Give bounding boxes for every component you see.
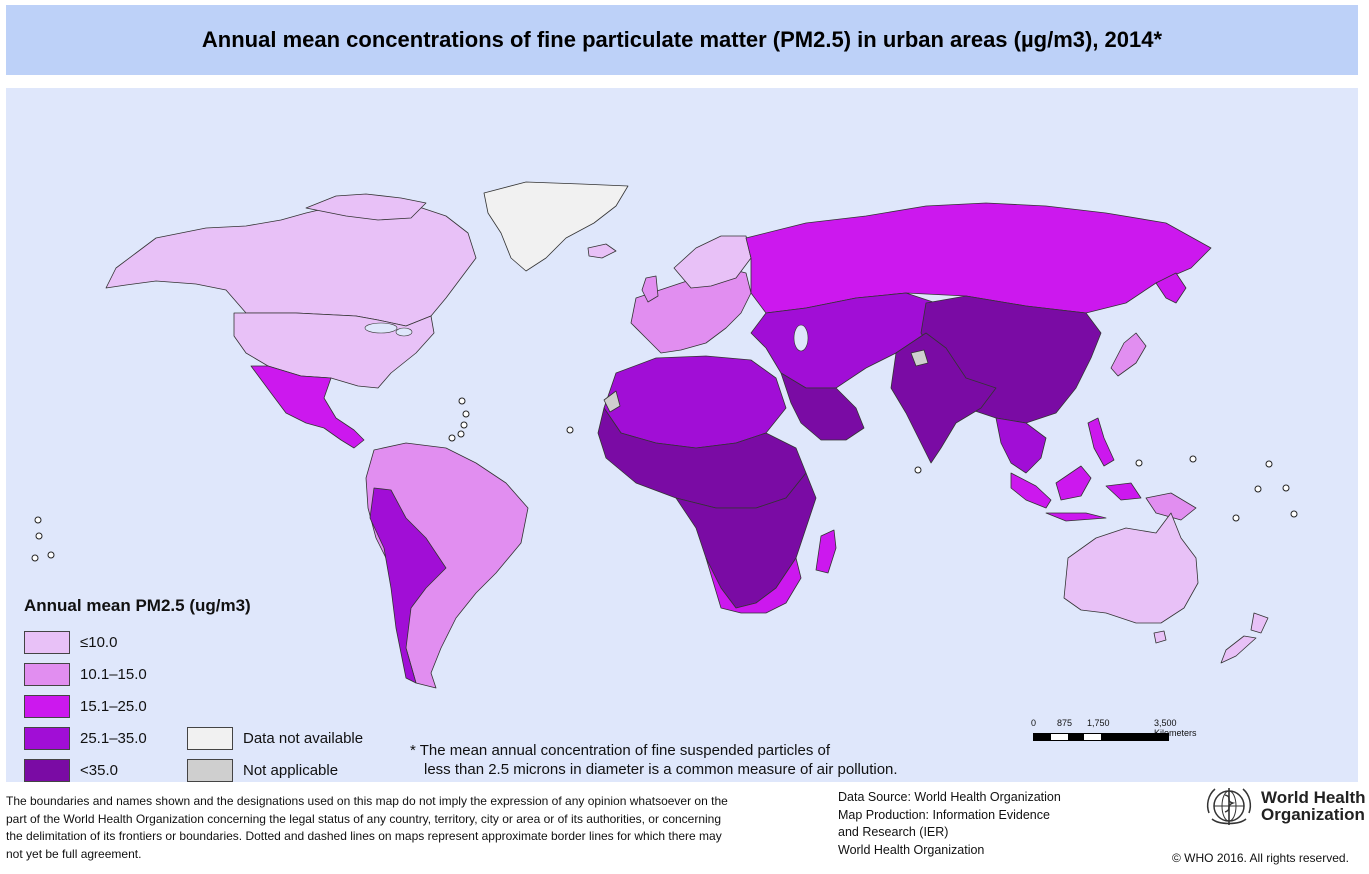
great-lakes-east	[395, 327, 413, 337]
legend-swatch	[24, 758, 70, 782]
legend-label: <35.0	[80, 761, 118, 779]
region-tasmania	[1153, 630, 1167, 644]
source-line: World Health Organization	[838, 842, 985, 857]
legend-item: 15.1–25.0	[24, 690, 251, 722]
legend-label: ≤10.0	[80, 633, 118, 651]
region-andes	[369, 487, 447, 684]
island-marker	[35, 532, 43, 540]
footnote: * The mean annual concentration of fine …	[410, 741, 898, 779]
legend-label: 25.1–35.0	[80, 729, 147, 747]
copyright: © WHO 2016. All rights reserved.	[1172, 851, 1349, 865]
region-western-sahara	[603, 390, 621, 413]
legend-swatch	[187, 758, 233, 782]
region-kashmir	[910, 349, 929, 367]
island-marker	[448, 434, 456, 442]
scale-segment	[1067, 734, 1085, 740]
source-line: Map Production: Information Evidence	[838, 807, 1050, 822]
region-arctic-islands	[305, 193, 427, 221]
island-marker	[1135, 459, 1143, 467]
island-marker	[1254, 485, 1262, 493]
island-marker	[566, 426, 574, 434]
legend-title: Annual mean PM2.5 (ug/m3)	[24, 596, 251, 615]
island-marker	[31, 554, 39, 562]
legend-swatch	[187, 726, 233, 750]
region-se-asia	[995, 417, 1047, 474]
region-canada	[105, 200, 477, 327]
island-marker	[457, 430, 465, 438]
region-kamchatka	[1155, 272, 1187, 304]
region-mexico	[250, 365, 365, 449]
island-marker	[1290, 510, 1298, 518]
region-iceland	[587, 243, 617, 259]
legend-item: 25.1–35.0	[24, 722, 251, 754]
island-marker	[34, 516, 42, 524]
scale-segment	[1050, 734, 1068, 740]
region-central-asia	[750, 292, 937, 389]
legend-extra: Data not available Not applicable	[187, 722, 363, 786]
island-marker	[460, 421, 468, 429]
world-map	[31, 181, 1298, 689]
who-logo: World Health Organization	[1203, 783, 1366, 829]
source-line: and Research (IER)	[838, 825, 949, 839]
island-marker	[458, 397, 466, 405]
legend-label: 15.1–25.0	[80, 697, 147, 715]
who-wordmark: World Health Organization	[1261, 789, 1366, 823]
legend-swatch	[24, 662, 70, 686]
map-frame	[6, 88, 1358, 782]
legend-item: 10.1–15.0	[24, 658, 251, 690]
who-wordmark-line: Organization	[1261, 805, 1365, 824]
source-line: Data Source: World Health Organization	[838, 790, 1061, 804]
map-title: Annual mean concentrations of fine parti…	[201, 27, 1163, 52]
legend-label: Not applicable	[243, 761, 339, 779]
island-marker	[462, 410, 470, 418]
legend-swatch	[24, 694, 70, 718]
caspian-sea	[793, 324, 809, 352]
who-wordmark-line: World Health	[1261, 788, 1366, 807]
who-emblem-icon	[1206, 788, 1252, 825]
legend-item-not-applicable: Not applicable	[187, 754, 363, 786]
scale-segment	[1084, 734, 1101, 740]
legend-item-no-data: Data not available	[187, 722, 363, 754]
region-australia	[1063, 512, 1199, 624]
legend-label: 10.1–15.0	[80, 665, 147, 683]
region-madagascar	[815, 529, 837, 574]
region-arabia	[780, 372, 865, 441]
region-japan	[1110, 332, 1147, 377]
data-source: Data Source: World Health Organization M…	[838, 789, 1061, 859]
island-marker	[1189, 455, 1197, 463]
title-bar: Annual mean concentrations of fine parti…	[6, 5, 1358, 75]
region-north-africa	[603, 355, 787, 449]
great-lakes	[364, 322, 398, 334]
legend-label: Data not available	[243, 729, 364, 747]
region-southern-africa	[705, 557, 802, 614]
region-indonesia	[1010, 465, 1142, 522]
region-russia	[745, 202, 1212, 314]
scale-label: 875	[1057, 718, 1073, 728]
legend-swatch	[24, 726, 70, 750]
scale-segment	[1034, 734, 1051, 740]
legend-item: <35.0	[24, 754, 251, 786]
scale-label: 3,500 Kilometers	[1154, 718, 1197, 738]
island-marker	[1232, 514, 1240, 522]
scale-graphic	[1033, 733, 1169, 741]
region-greenland	[483, 181, 629, 272]
legend: Annual mean PM2.5 (ug/m3) ≤10.0 10.1–15.…	[24, 596, 251, 786]
region-philippines	[1087, 417, 1115, 467]
scale-label: 0	[1031, 718, 1037, 728]
region-new-guinea	[1145, 492, 1197, 521]
footnote-line: * The mean annual concentration of fine …	[410, 742, 830, 759]
region-uk	[641, 275, 659, 303]
legend-swatch	[24, 630, 70, 654]
island-marker	[1282, 484, 1290, 492]
scale-label: 1,750	[1087, 718, 1110, 728]
disclaimer: The boundaries and names shown and the d…	[6, 794, 728, 861]
legend-item: ≤10.0	[24, 626, 251, 658]
island-marker	[47, 551, 55, 559]
region-new-zealand	[1220, 612, 1269, 664]
island-marker	[1265, 460, 1273, 468]
island-marker	[914, 466, 922, 474]
scale-segment	[1101, 734, 1168, 740]
footnote-line: less than 2.5 microns in diameter is a c…	[424, 761, 898, 778]
